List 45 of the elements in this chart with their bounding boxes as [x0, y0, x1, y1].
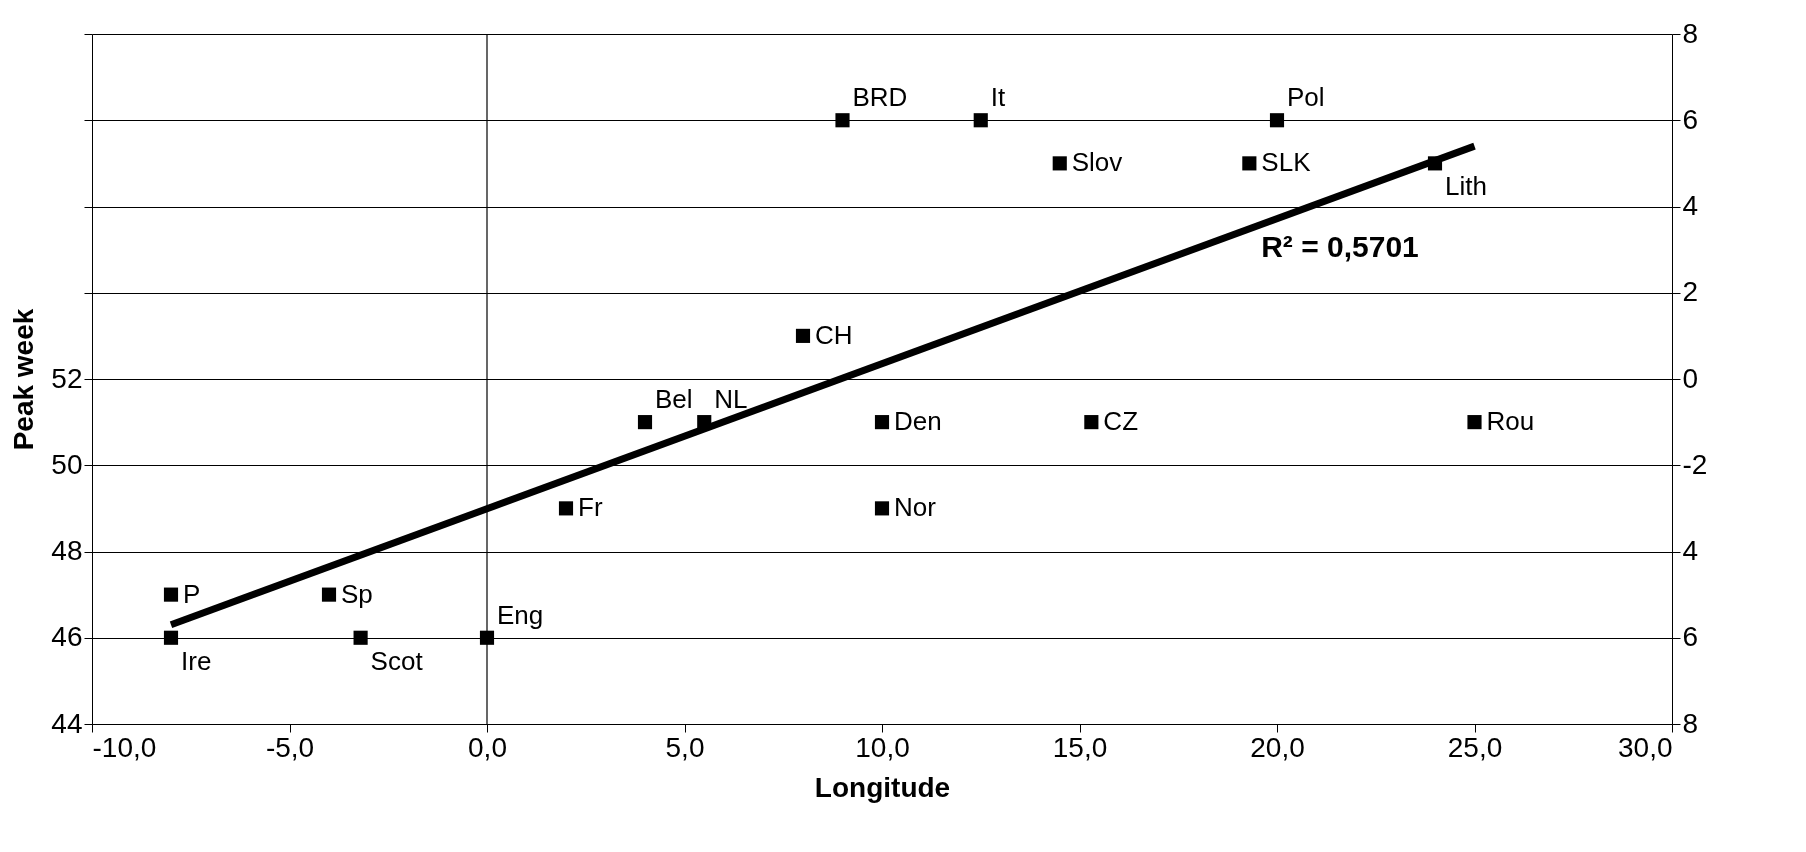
x-tick-label: 10,0	[855, 731, 910, 763]
x-tick-label: -10,0	[92, 731, 157, 763]
annotation: Slov	[1071, 147, 1123, 178]
y2-tick-label: 4	[1682, 190, 1699, 221]
annotation: Ire	[181, 645, 212, 676]
annotation: Eng	[497, 599, 544, 630]
annotation: Den	[894, 406, 942, 437]
x-tick-label: 25,0	[1447, 731, 1503, 763]
annotation: P	[183, 578, 201, 609]
y-tick-label: 52	[51, 362, 83, 394]
y-tick-label: 46	[51, 621, 83, 653]
annotation: NL	[714, 384, 748, 415]
annotation: Bel	[655, 384, 693, 415]
y2-tick-label: -2	[1682, 448, 1708, 480]
y-tick-label: 48	[51, 535, 83, 566]
y2-tick-label: 8	[1682, 707, 1699, 739]
y2-tick-label: 2	[1682, 276, 1699, 308]
x-tick-label: -5,0	[265, 731, 315, 763]
annotation: R² = 0,5701	[1261, 229, 1419, 263]
annotation: Pol	[1287, 82, 1325, 113]
x-axis-title: Longitude	[814, 771, 951, 803]
y2-tick-label: 0	[1682, 362, 1699, 394]
y2-tick-label: 4	[1682, 535, 1699, 566]
y2-tick-label: 8	[1682, 17, 1699, 49]
annotation: Nor	[894, 492, 937, 523]
x-tick-label: 15,0	[1052, 731, 1108, 763]
x-tick-label: 30,0	[1618, 731, 1673, 763]
y2-tick-label: 6	[1682, 621, 1699, 653]
annotation: SLK	[1261, 147, 1312, 178]
annotation: It	[990, 82, 1006, 113]
x-tick-label: 20,0	[1250, 731, 1305, 763]
annotation: CH	[815, 319, 853, 350]
y2-tick-label: 6	[1682, 103, 1699, 135]
y-axis-title: Peak week	[8, 308, 40, 451]
y-tick-label: 50	[51, 448, 83, 480]
annotation: Rou	[1486, 406, 1535, 437]
annotation: Fr	[578, 492, 603, 523]
y-tick-label: 44	[51, 707, 83, 739]
x-tick-label: 5,0	[665, 731, 705, 763]
x-tick-label: 0,0	[468, 731, 507, 763]
annotation: Sp	[341, 578, 373, 609]
annotation: Lith	[1445, 171, 1487, 202]
annotation: BRD	[852, 82, 908, 113]
annotation: CZ	[1103, 406, 1139, 437]
annotation: Scot	[370, 645, 424, 676]
